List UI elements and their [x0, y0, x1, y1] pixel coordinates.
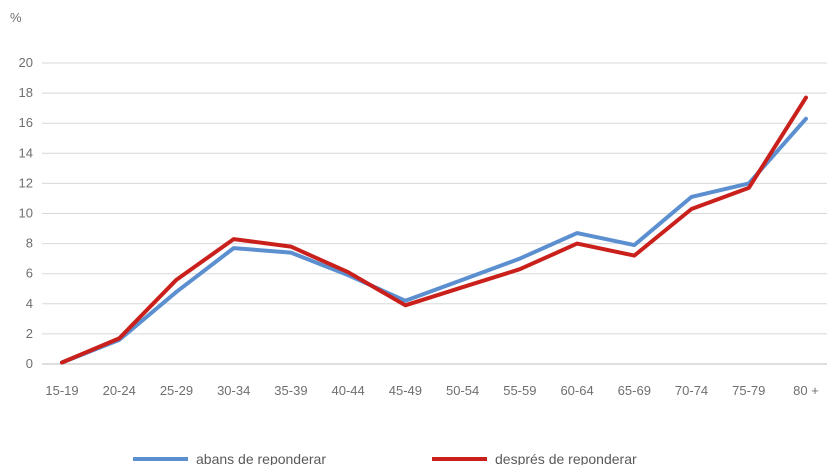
x-tick-label: 60-64 — [560, 383, 593, 398]
y-axis-unit-label: % — [10, 10, 22, 25]
y-tick-label: 10 — [19, 206, 33, 221]
x-axis-ticks: 15-19 20-24 25-29 30-34 35-39 40-44 45-49 50-54… — [45, 383, 818, 398]
x-tick-label: 20-24 — [103, 383, 136, 398]
legend-label: abans de reponderar — [196, 451, 326, 465]
y-tick-label: 0 — [26, 356, 33, 371]
x-tick-label: 80 + — [793, 383, 819, 398]
x-tick-label: 70-74 — [675, 383, 708, 398]
x-tick-label: 75-79 — [732, 383, 765, 398]
series-lines — [60, 95, 808, 365]
legend-label: després de reponderar — [495, 451, 637, 465]
y-tick-label: 14 — [19, 145, 33, 160]
y-axis-ticks: 0 2 4 6 8 10 12 14 16 18 20 — [19, 55, 33, 371]
y-tick-label: 12 — [19, 175, 33, 190]
x-tick-label: 65-69 — [618, 383, 651, 398]
y-tick-label: 8 — [26, 236, 33, 251]
y-tick-label: 6 — [26, 266, 33, 281]
y-tick-label: 18 — [19, 85, 33, 100]
y-tick-label: 4 — [26, 296, 33, 311]
x-tick-label: 35-39 — [274, 383, 307, 398]
y-tick-label: 2 — [26, 326, 33, 341]
y-tick-label: 20 — [19, 55, 33, 70]
x-tick-label: 50-54 — [446, 383, 479, 398]
y-tick-label: 16 — [19, 115, 33, 130]
x-tick-label: 30-34 — [217, 383, 250, 398]
x-tick-label: 40-44 — [332, 383, 365, 398]
series-line-2 — [60, 95, 808, 365]
x-tick-label: 25-29 — [160, 383, 193, 398]
x-tick-label: 15-19 — [45, 383, 78, 398]
series-line-1 — [60, 116, 808, 365]
legend: abans de reponderar després de reponderar — [133, 451, 637, 465]
x-tick-label: 55-59 — [503, 383, 536, 398]
grid-lines — [42, 62, 827, 365]
x-tick-label: 45-49 — [389, 383, 422, 398]
